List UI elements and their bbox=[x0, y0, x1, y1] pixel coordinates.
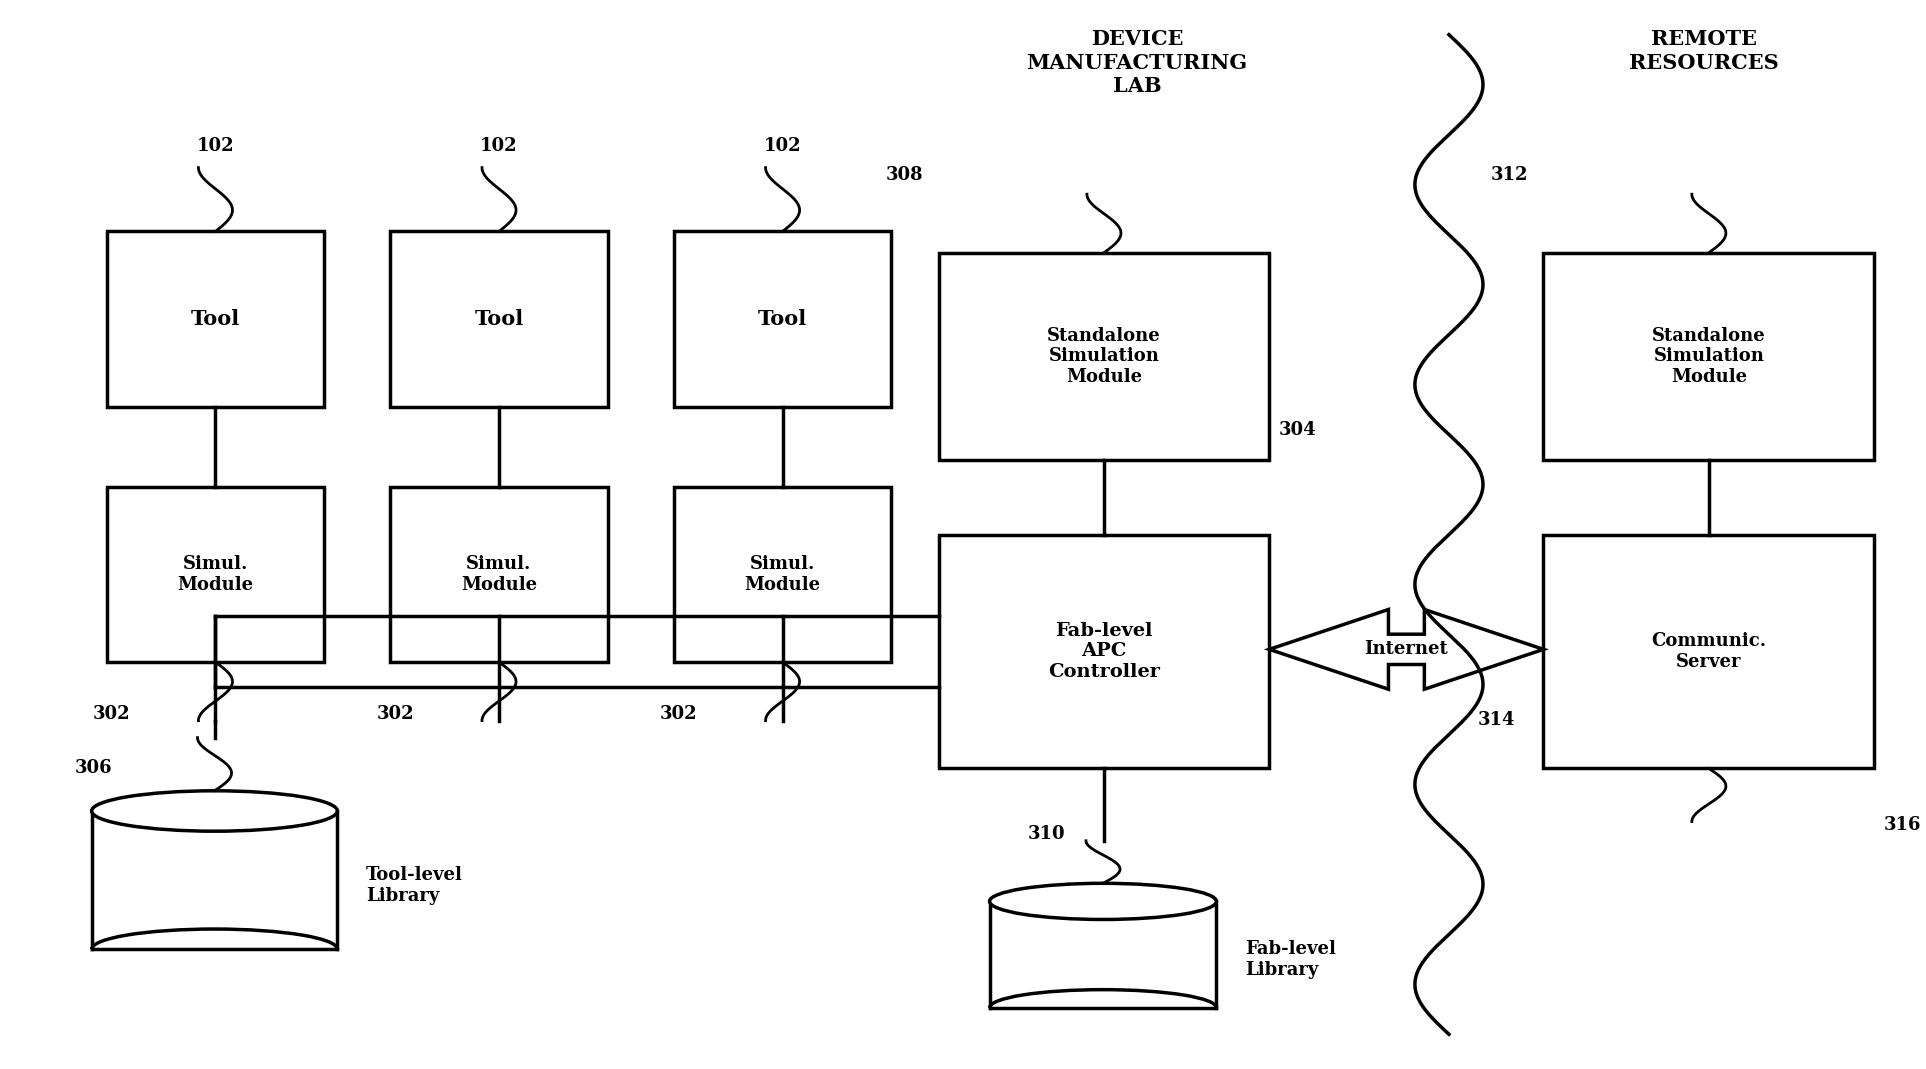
Text: 312: 312 bbox=[1491, 166, 1529, 184]
Text: Communic.
Server: Communic. Server bbox=[1651, 632, 1766, 671]
Bar bbox=[674, 486, 892, 662]
Bar bbox=[674, 231, 892, 407]
Bar bbox=[391, 486, 609, 662]
Text: Internet: Internet bbox=[1364, 640, 1448, 659]
Bar bbox=[106, 231, 324, 407]
Bar bbox=[1543, 534, 1874, 769]
Text: 316: 316 bbox=[1884, 817, 1922, 834]
Text: Simul.
Module: Simul. Module bbox=[745, 555, 820, 593]
Bar bbox=[938, 534, 1269, 769]
Text: Simul.
Module: Simul. Module bbox=[460, 555, 537, 593]
Text: Tool: Tool bbox=[474, 309, 524, 329]
Ellipse shape bbox=[92, 791, 337, 832]
Bar bbox=[990, 901, 1217, 1008]
Bar bbox=[92, 811, 337, 949]
Text: 306: 306 bbox=[75, 759, 112, 777]
Text: 310: 310 bbox=[1028, 825, 1065, 842]
Text: Fab-level
Library: Fab-level Library bbox=[1244, 941, 1335, 979]
Bar bbox=[1543, 252, 1874, 460]
Polygon shape bbox=[1269, 609, 1543, 690]
Bar bbox=[391, 231, 609, 407]
Text: REMOTE
RESOURCES: REMOTE RESOURCES bbox=[1629, 29, 1780, 73]
Bar bbox=[938, 252, 1269, 460]
Text: 302: 302 bbox=[376, 704, 414, 723]
Ellipse shape bbox=[990, 883, 1217, 919]
Text: Tool-level
Library: Tool-level Library bbox=[366, 866, 462, 904]
Text: 302: 302 bbox=[661, 704, 697, 723]
Text: Simul.
Module: Simul. Module bbox=[177, 555, 254, 593]
Text: Tool: Tool bbox=[759, 309, 807, 329]
Text: Fab-level
APC
Controller: Fab-level APC Controller bbox=[1048, 622, 1159, 681]
Text: 102: 102 bbox=[480, 137, 518, 155]
Text: DEVICE
MANUFACTURING
LAB: DEVICE MANUFACTURING LAB bbox=[1027, 29, 1248, 96]
Text: 314: 314 bbox=[1477, 711, 1514, 728]
Text: 102: 102 bbox=[765, 137, 801, 155]
Text: 308: 308 bbox=[886, 166, 923, 184]
Text: Tool: Tool bbox=[191, 309, 241, 329]
Text: Standalone
Simulation
Module: Standalone Simulation Module bbox=[1653, 326, 1766, 386]
Bar bbox=[106, 486, 324, 662]
Text: 302: 302 bbox=[92, 704, 131, 723]
Text: 102: 102 bbox=[196, 137, 235, 155]
Text: Standalone
Simulation
Module: Standalone Simulation Module bbox=[1048, 326, 1161, 386]
Text: 304: 304 bbox=[1279, 421, 1317, 438]
